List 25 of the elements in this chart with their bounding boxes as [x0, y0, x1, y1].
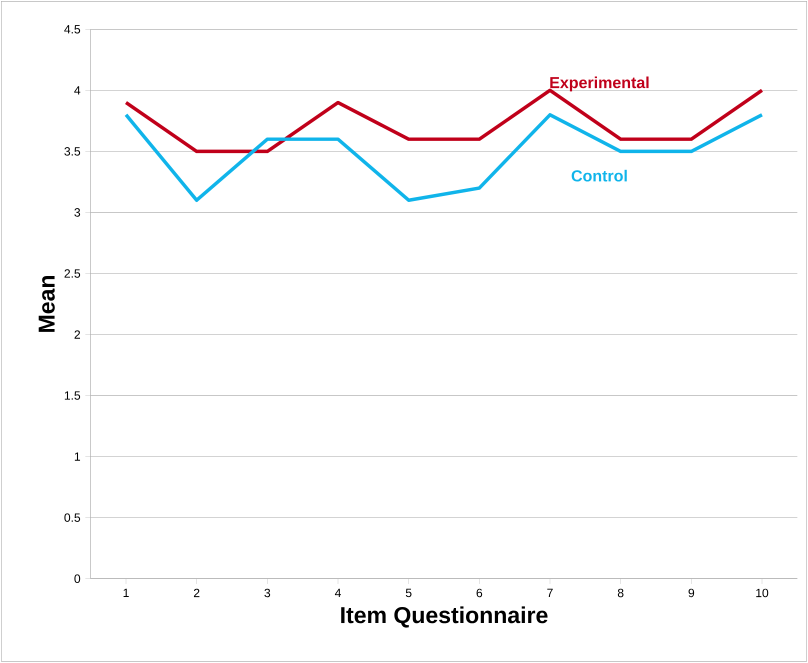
- x-tick-label: 5: [406, 588, 412, 598]
- x-axis-title: Item Questionnaire: [341, 606, 548, 628]
- y-tick-label: 3.5: [64, 147, 80, 156]
- y-tick-label: 4.5: [64, 25, 80, 34]
- y-tick-label: 0: [74, 574, 80, 584]
- y-tick-label: 1.5: [64, 392, 80, 400]
- x-tick-label: 7: [547, 588, 553, 598]
- line-series: [124, 113, 764, 202]
- y-tick-label: 0.5: [64, 514, 80, 522]
- x-tick-label: 3: [264, 588, 270, 598]
- x-tick-label: 8: [618, 588, 624, 598]
- x-tick-label: 4: [334, 588, 341, 598]
- y-tick-label: 2: [74, 330, 80, 339]
- x-tick-label: 2: [194, 588, 200, 598]
- x-tick-label: 10: [756, 588, 768, 598]
- x-tick-label: 6: [476, 588, 482, 598]
- y-axis-title: Mean: [38, 276, 55, 332]
- y-tick-label: 4: [74, 86, 80, 95]
- x-tick-label: 1: [124, 588, 129, 598]
- y-tick-label: 3: [74, 208, 80, 217]
- y-tick-label: 1: [74, 452, 80, 461]
- series-label: Control: [572, 170, 627, 182]
- y-tick-label: 2.5: [64, 269, 80, 278]
- x-tick-label: 9: [688, 588, 694, 598]
- series-label: Experimental: [550, 76, 649, 92]
